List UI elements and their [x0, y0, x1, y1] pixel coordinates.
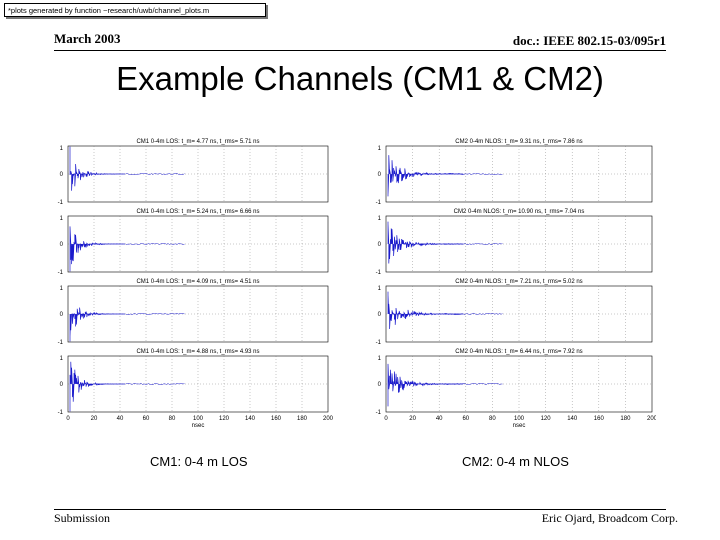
- subplot-cm1-4: CM1 0-4m LOS: t_m= 4.88 ns, t_rms= 4.93 …: [58, 349, 329, 416]
- impulse-response-tail: [444, 242, 503, 246]
- y-tick-label: -1: [376, 340, 382, 346]
- y-tick-label: 0: [60, 172, 64, 178]
- slide-title: Example Channels (CM1 & CM2): [116, 60, 604, 97]
- x-tick-label: 60: [143, 416, 150, 422]
- subplot-cm1-1: CM1 0-4m LOS: t_m= 4.77 ns, t_rms= 5.71 …: [58, 139, 329, 206]
- subplot-cm2-2: CM2 0-4m NLOS: t_m= 10.90 ns, t_rms= 7.0…: [376, 209, 653, 276]
- impulse-response-trace: [387, 221, 464, 264]
- footer-rule: [54, 509, 666, 510]
- subplot-title: CM2 0-4m NLOS: t_m= 9.31 ns, t_rms= 7.86…: [455, 139, 582, 145]
- y-tick-label: 1: [378, 356, 382, 362]
- subplot-title: CM2 0-4m NLOS: t_m= 6.44 ns, t_rms= 7.92…: [455, 349, 582, 355]
- subplot-title: CM1 0-4m LOS: t_m= 4.88 ns, t_rms= 4.93 …: [136, 349, 259, 355]
- impulse-response-tail: [125, 242, 185, 246]
- header-rule: [54, 50, 666, 51]
- subplot-title: CM2 0-4m NLOS: t_m= 10.90 ns, t_rms= 7.0…: [454, 209, 585, 215]
- footer-submission: Submission: [54, 511, 111, 525]
- x-tick-label: 80: [489, 416, 496, 422]
- impulse-response-tail: [125, 172, 185, 176]
- impulse-response-tail: [443, 173, 503, 175]
- subplot-title: CM1 0-4m LOS: t_m= 4.09 ns, t_rms= 4.51 …: [136, 279, 259, 285]
- y-tick-label: 0: [378, 312, 382, 318]
- subplot-title: CM2 0-4m NLOS: t_m= 7.21 ns, t_rms= 5.02…: [455, 279, 582, 285]
- y-tick-label: 1: [378, 146, 382, 152]
- x-tick-label: 140: [567, 416, 578, 422]
- x-tick-label: 0: [384, 416, 388, 422]
- x-tick-label: 40: [436, 416, 443, 422]
- y-tick-label: 1: [378, 216, 382, 222]
- impulse-response-tail: [443, 312, 503, 316]
- x-tick-label: 20: [91, 416, 98, 422]
- subplot-title: CM1 0-4m LOS: t_m= 4.77 ns, t_rms= 5.71 …: [136, 139, 259, 145]
- x-tick-label: 200: [647, 416, 656, 422]
- x-tick-label: 80: [169, 416, 176, 422]
- x-axis-label: nsec: [192, 423, 205, 429]
- y-tick-label: 1: [60, 216, 64, 222]
- plot-source-note: *plots generated by function ~research/u…: [4, 3, 266, 17]
- channel-plots-figure: CM1 0-4m LOS: t_m= 4.77 ns, t_rms= 5.71 …: [58, 139, 656, 429]
- y-tick-label: 0: [60, 312, 64, 318]
- y-tick-label: -1: [58, 340, 64, 346]
- x-tick-label: 20: [409, 416, 416, 422]
- x-tick-label: 140: [245, 416, 256, 422]
- header-doc-number: doc.: IEEE 802.15-03/095r1: [512, 33, 666, 48]
- x-tick-label: 180: [297, 416, 308, 422]
- x-tick-label: 160: [271, 416, 282, 422]
- y-tick-label: -1: [376, 410, 382, 416]
- y-tick-label: 1: [378, 286, 382, 292]
- footer-author: Eric Ojard, Broadcom Corp.: [541, 511, 678, 525]
- subplot-cm2-4: CM2 0-4m NLOS: t_m= 6.44 ns, t_rms= 7.92…: [376, 349, 653, 416]
- x-tick-label: 120: [541, 416, 552, 422]
- subplot-cm1-2: CM1 0-4m LOS: t_m= 5.24 ns, t_rms= 6.66 …: [58, 209, 329, 276]
- x-tick-label: 0: [66, 416, 70, 422]
- impulse-response-tail: [125, 382, 185, 385]
- impulse-response-trace: [387, 155, 464, 197]
- subplot-title: CM1 0-4m LOS: t_m= 5.24 ns, t_rms= 6.66 …: [136, 209, 259, 215]
- impulse-response-trace: [387, 363, 464, 407]
- x-tick-label: 100: [193, 416, 204, 422]
- impulse-response-trace: [69, 226, 126, 272]
- subplot-cm1-3: CM1 0-4m LOS: t_m= 4.09 ns, t_rms= 4.51 …: [58, 279, 329, 346]
- y-tick-label: 1: [60, 146, 64, 152]
- subplot-cm2-1: CM2 0-4m NLOS: t_m= 9.31 ns, t_rms= 7.86…: [376, 139, 653, 206]
- y-tick-label: 0: [60, 242, 64, 248]
- x-tick-label: 120: [219, 416, 230, 422]
- y-tick-label: 0: [378, 172, 382, 178]
- y-tick-label: -1: [58, 200, 64, 206]
- impulse-response-trace: [69, 307, 126, 342]
- x-tick-label: 100: [514, 416, 525, 422]
- x-tick-label: 200: [323, 416, 334, 422]
- y-tick-label: -1: [58, 270, 64, 276]
- x-tick-label: 180: [620, 416, 631, 422]
- y-tick-label: -1: [376, 200, 382, 206]
- impulse-response-trace: [69, 146, 126, 191]
- x-tick-label: 40: [117, 416, 124, 422]
- y-tick-label: 0: [60, 382, 64, 388]
- x-tick-label: 160: [594, 416, 605, 422]
- y-tick-label: 1: [60, 356, 64, 362]
- impulse-response-trace: [69, 361, 126, 412]
- impulse-response-tail: [443, 382, 503, 386]
- y-tick-label: 0: [378, 382, 382, 388]
- impulse-response-tail: [125, 312, 185, 316]
- x-axis-label: nsec: [513, 423, 526, 429]
- impulse-response-trace: [387, 291, 464, 330]
- y-tick-label: -1: [376, 270, 382, 276]
- y-tick-label: 0: [378, 242, 382, 248]
- header-date: March 2003: [54, 31, 121, 46]
- caption-cm1: CM1: 0-4 m LOS: [150, 454, 248, 469]
- y-tick-label: 1: [60, 286, 64, 292]
- subplot-cm2-3: CM2 0-4m NLOS: t_m= 7.21 ns, t_rms= 5.02…: [376, 279, 653, 346]
- caption-cm2: CM2: 0-4 m NLOS: [462, 454, 569, 469]
- x-tick-label: 60: [462, 416, 469, 422]
- y-tick-label: -1: [58, 410, 64, 416]
